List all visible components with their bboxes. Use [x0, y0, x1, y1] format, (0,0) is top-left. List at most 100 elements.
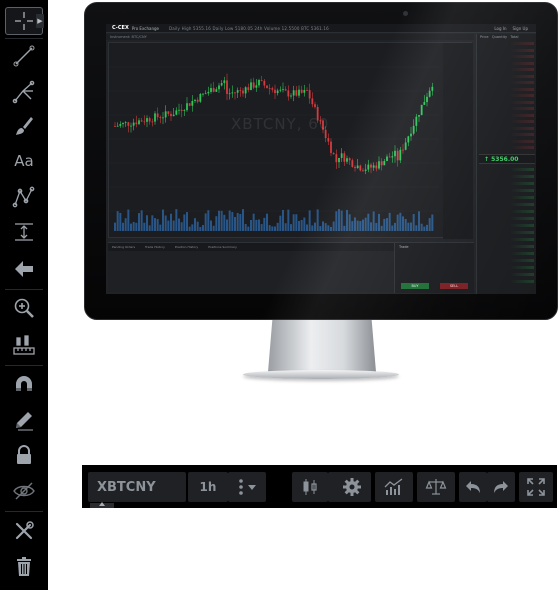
volume-bar	[162, 209, 164, 231]
order-book-row	[480, 196, 534, 199]
candle-body	[407, 136, 410, 143]
timeframe-selector[interactable]: 1h	[188, 472, 228, 502]
fullscreen-button[interactable]	[519, 472, 553, 502]
candle-body	[354, 166, 356, 169]
candle-body	[127, 122, 130, 126]
candle-body	[343, 153, 346, 162]
candle-body	[346, 158, 348, 162]
order-book-row	[480, 280, 534, 283]
redo-button[interactable]	[487, 472, 515, 502]
volume-bar	[143, 222, 146, 231]
volume-bar	[196, 221, 199, 231]
last-price: ↑ 5356.00	[479, 154, 535, 164]
volume-bar	[375, 222, 378, 231]
hide-icon[interactable]	[5, 477, 43, 505]
candle-body	[223, 80, 226, 84]
header-link[interactable]: Log In	[494, 26, 507, 31]
volume-bar	[170, 213, 172, 231]
indicators-button[interactable]	[375, 472, 413, 502]
drawing-toolbar: ▶ Aa	[0, 0, 48, 590]
candle-body	[316, 106, 319, 121]
candle-body	[332, 152, 335, 155]
toolbar-divider	[5, 365, 43, 366]
candle-body	[271, 88, 274, 90]
candle-body	[356, 165, 359, 169]
arrow-icon[interactable]	[5, 255, 43, 283]
candle-body	[255, 85, 258, 88]
volume-bar	[236, 212, 239, 231]
order-book-row	[480, 120, 534, 123]
timeframe-dropdown[interactable]	[228, 472, 266, 502]
candle-body	[164, 111, 167, 118]
volume-bar	[295, 214, 298, 231]
candle-body	[370, 164, 372, 168]
expand-toolbar-arrow-icon[interactable]: ▶	[36, 14, 44, 28]
candle-body	[420, 104, 423, 116]
volume-bar	[298, 220, 300, 231]
candle-body	[359, 165, 362, 171]
trash-icon[interactable]	[5, 553, 43, 581]
candle-body	[172, 114, 175, 117]
candle-body	[306, 90, 308, 91]
pattern-icon[interactable]	[5, 183, 43, 211]
price-chart[interactable]: XBTCNY, 60	[108, 42, 473, 239]
imac-stand-base	[243, 370, 399, 379]
candle-body	[116, 125, 119, 127]
orders-panel: Pending Orders Trade History Position Hi…	[108, 242, 474, 293]
candle-body	[383, 161, 386, 166]
candle-body	[183, 110, 186, 112]
compare-scale-button[interactable]	[417, 472, 455, 502]
candle-body	[308, 90, 311, 99]
candle-body	[311, 98, 314, 105]
toolbar-divider	[5, 511, 43, 512]
candle-body	[276, 90, 279, 94]
header-links: Log In Sign Up	[494, 26, 528, 31]
ruler-icon[interactable]	[5, 331, 43, 359]
measure-icon[interactable]	[5, 218, 43, 246]
candle-body	[396, 150, 399, 161]
pitchfork-icon[interactable]	[5, 78, 43, 106]
app-name: Pro Exchange	[131, 25, 159, 31]
settings-button[interactable]	[333, 472, 371, 502]
volume-bar	[268, 225, 271, 231]
volume-bar	[362, 219, 364, 231]
chart-type-button[interactable]	[292, 472, 328, 502]
volume-bar	[188, 226, 191, 231]
text-tool-icon[interactable]: Aa	[14, 152, 34, 170]
brush-icon[interactable]	[5, 112, 43, 140]
volume-bar	[266, 213, 268, 231]
volume-bar	[130, 223, 132, 231]
volume-bar	[420, 223, 423, 231]
lock-icon[interactable]	[5, 441, 43, 469]
wrench-icon[interactable]	[5, 517, 43, 545]
candle-body	[122, 122, 124, 125]
candle-body	[324, 129, 327, 139]
trend-line-icon[interactable]	[5, 42, 43, 70]
indicators-icon	[384, 478, 403, 495]
undo-button[interactable]	[459, 472, 487, 502]
tab-pending-orders[interactable]: Pending Orders	[112, 245, 136, 249]
tab-position-history[interactable]: Position History	[174, 245, 199, 249]
buy-button[interactable]: BUY	[401, 283, 429, 289]
sell-button[interactable]: SELL	[440, 283, 468, 289]
book-col-price: Price	[480, 35, 489, 39]
candle-body	[388, 156, 391, 158]
candle-body	[391, 156, 394, 158]
volume-bar	[284, 223, 287, 231]
volume-bar	[135, 222, 138, 231]
pencil-icon[interactable]	[5, 406, 43, 434]
magnet-icon[interactable]	[5, 370, 43, 398]
candle-body	[431, 86, 434, 91]
tab-positions-summary[interactable]: Positions Summary	[208, 245, 237, 249]
order-book-row	[480, 74, 534, 78]
volume-bar	[124, 218, 127, 231]
symbol-selector[interactable]: XBTCNY	[88, 472, 186, 502]
candle-body	[351, 160, 354, 167]
zoom-in-icon[interactable]	[5, 294, 43, 322]
chart-watermark: XBTCNY, 60	[231, 115, 330, 133]
tab-trade-history[interactable]: Trade History	[145, 245, 165, 249]
volume-bar	[380, 225, 383, 231]
header-link[interactable]: Sign Up	[512, 26, 528, 31]
candle-body	[212, 88, 215, 92]
volume-bar	[410, 222, 412, 231]
